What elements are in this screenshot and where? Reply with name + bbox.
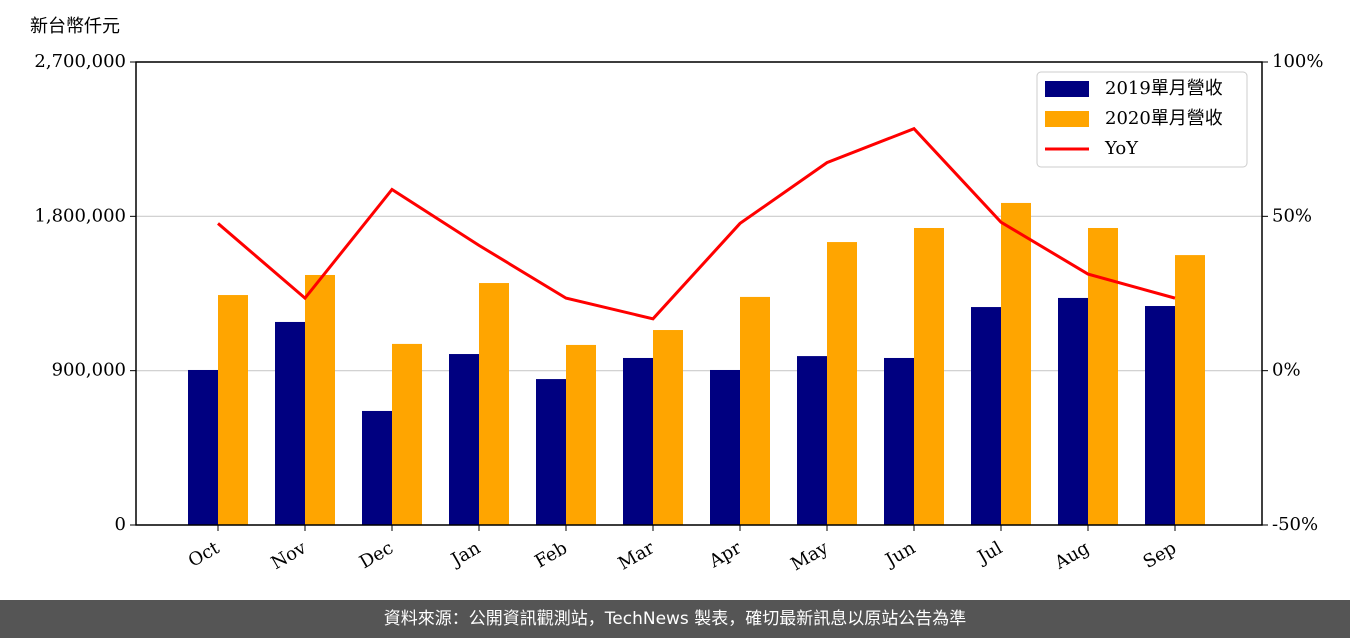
x-tick-label: Jan bbox=[446, 537, 484, 571]
x-tick-label: Mar bbox=[615, 537, 659, 574]
y-axis-title: 新台幣仟元 bbox=[30, 16, 120, 37]
x-tick-label: Jun bbox=[880, 537, 919, 572]
bar bbox=[1175, 255, 1205, 526]
legend-swatch bbox=[1045, 81, 1089, 97]
y2-tick-label: -50% bbox=[1272, 514, 1318, 535]
bar bbox=[653, 330, 683, 525]
line bbox=[217, 126, 1176, 321]
x-tick-label: May bbox=[787, 537, 832, 575]
y2-tick-label: 100% bbox=[1272, 51, 1323, 72]
bar bbox=[623, 357, 653, 525]
x-tick-label: Sep bbox=[1140, 537, 1180, 572]
x-tick-label: Jul bbox=[972, 537, 1006, 569]
x-tick-label: Oct bbox=[185, 537, 224, 572]
bar bbox=[275, 321, 305, 525]
bar bbox=[536, 379, 566, 525]
bar bbox=[566, 344, 596, 525]
y-tick-label: 900,000 bbox=[52, 360, 126, 381]
bar bbox=[1088, 227, 1118, 525]
x-tick-label: Aug bbox=[1050, 537, 1093, 574]
y-tick-label: 0 bbox=[115, 514, 126, 535]
plot-frame bbox=[135, 61, 1263, 526]
bar bbox=[479, 283, 509, 525]
bar bbox=[914, 227, 944, 525]
bar bbox=[1001, 202, 1031, 526]
legend-label: 2020單月營收 bbox=[1105, 108, 1223, 129]
bar bbox=[188, 369, 218, 525]
y2-tick-label: 0% bbox=[1272, 360, 1301, 381]
x-tick-label: Apr bbox=[705, 537, 745, 572]
y2-tick-label: 50% bbox=[1272, 205, 1312, 226]
bar bbox=[449, 354, 479, 525]
bar bbox=[884, 357, 914, 525]
bar bbox=[362, 410, 392, 525]
y-tick-label: 2,700,000 bbox=[34, 51, 126, 72]
x-tick-label: Feb bbox=[531, 537, 571, 572]
bar bbox=[797, 356, 827, 525]
bar bbox=[710, 369, 740, 525]
bar bbox=[1145, 306, 1175, 525]
legend-label: YoY bbox=[1104, 138, 1139, 159]
x-tick-label: Nov bbox=[268, 537, 311, 574]
bar bbox=[218, 295, 248, 525]
legend-label: 2019單月營收 bbox=[1105, 78, 1223, 99]
y-tick-label: 1,800,000 bbox=[34, 205, 126, 226]
chart: 新台幣仟元 0 900,000 1,800,000 2,700,000 -50% 0% 50… bbox=[30, 16, 1323, 575]
legend-swatch bbox=[1045, 111, 1089, 127]
bar bbox=[740, 296, 770, 525]
bar bbox=[827, 242, 857, 526]
legend-box bbox=[1036, 71, 1248, 168]
bar bbox=[392, 343, 422, 525]
x-tick-label: Dec bbox=[356, 537, 397, 573]
bar bbox=[305, 274, 335, 525]
bar bbox=[971, 307, 1001, 525]
bar bbox=[1058, 297, 1088, 525]
footer: 資料來源：公開資訊觀測站，TechNews 製表，確切最新訊息以原站公告為準 bbox=[0, 600, 1350, 638]
